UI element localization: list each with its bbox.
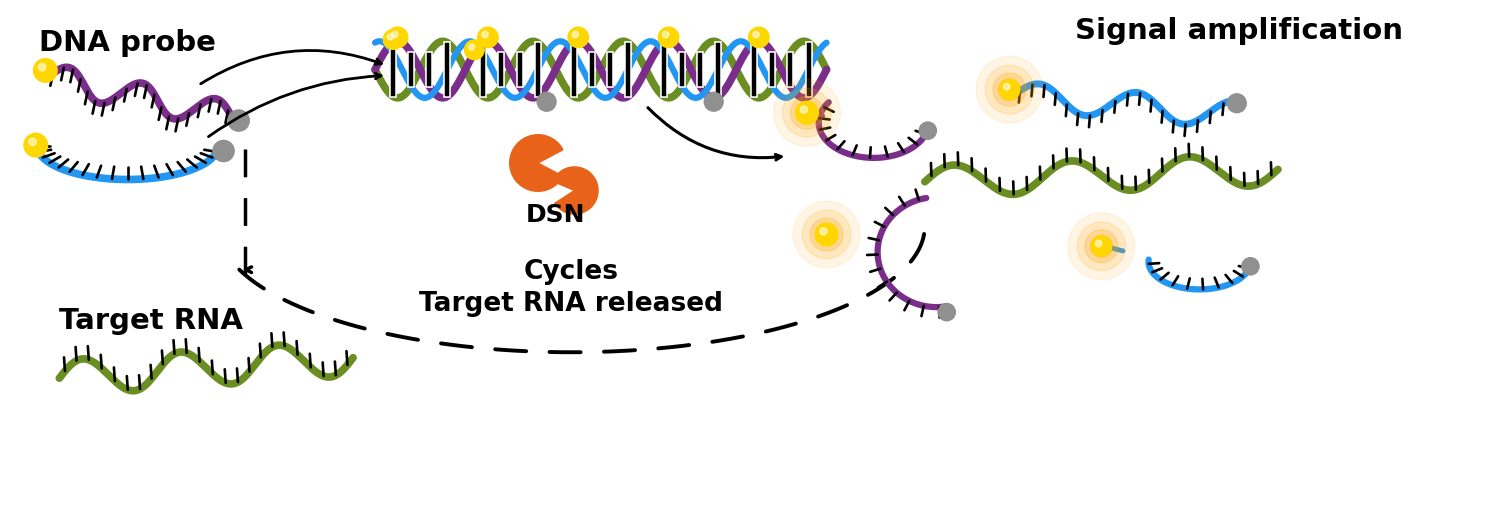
Text: Target RNA released: Target RNA released [419,291,724,316]
Text: Target RNA: Target RNA [60,307,243,335]
Text: Signal amplification: Signal amplification [1074,17,1402,45]
Circle shape [658,28,679,48]
Circle shape [464,41,484,60]
Text: DNA probe: DNA probe [39,29,216,57]
Circle shape [568,28,589,48]
Circle shape [748,28,768,48]
Circle shape [383,30,403,50]
Circle shape [815,223,837,246]
Circle shape [993,73,1026,107]
Text: Cycles: Cycles [524,259,619,285]
Circle shape [752,32,759,38]
Circle shape [391,32,398,38]
Circle shape [1085,230,1118,263]
Circle shape [1002,84,1010,90]
Circle shape [795,103,818,124]
Circle shape [1068,213,1134,280]
Text: DSN: DSN [526,203,586,227]
Circle shape [809,218,842,251]
Circle shape [24,134,48,158]
Circle shape [39,64,46,71]
Circle shape [938,304,954,321]
Circle shape [792,201,860,268]
Circle shape [536,93,556,112]
Circle shape [795,102,818,124]
Circle shape [386,34,394,40]
Circle shape [386,28,407,48]
Circle shape [815,224,837,246]
Circle shape [228,111,249,132]
Circle shape [999,80,1019,100]
Circle shape [704,93,722,112]
Polygon shape [509,135,563,192]
Circle shape [1091,236,1112,257]
Circle shape [1077,222,1125,271]
Circle shape [1240,258,1258,275]
Polygon shape [553,167,598,214]
Circle shape [782,89,831,138]
Circle shape [1091,236,1112,258]
Circle shape [662,32,668,38]
Circle shape [975,57,1043,123]
Circle shape [33,59,57,83]
Circle shape [469,44,475,51]
Circle shape [478,28,497,48]
Circle shape [801,211,851,259]
Circle shape [1227,94,1245,113]
Circle shape [918,122,936,140]
Circle shape [773,80,840,146]
Circle shape [800,107,807,114]
Circle shape [213,141,234,162]
Circle shape [572,32,578,38]
Circle shape [819,228,827,235]
Circle shape [481,32,488,38]
Circle shape [28,139,36,146]
Circle shape [998,79,1020,101]
Circle shape [984,66,1034,114]
Circle shape [1095,240,1101,247]
Circle shape [789,97,822,130]
